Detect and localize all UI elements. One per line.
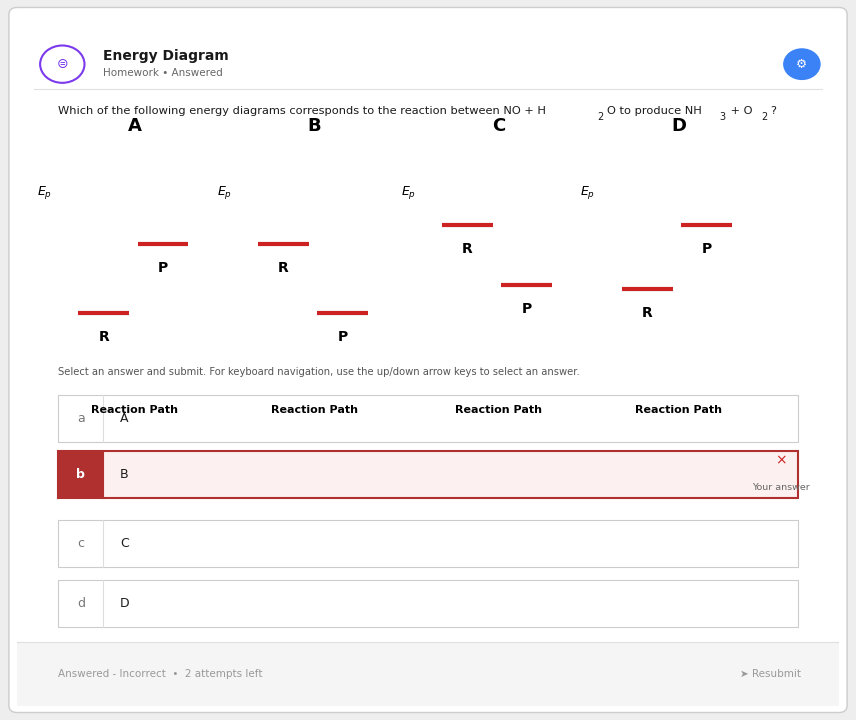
Text: C: C <box>120 536 128 549</box>
Text: a: a <box>77 413 85 426</box>
Text: $E_p$: $E_p$ <box>217 184 232 201</box>
Text: ➤ Resubmit: ➤ Resubmit <box>740 669 801 679</box>
Text: + O: + O <box>727 106 752 116</box>
Text: Reaction Path: Reaction Path <box>455 405 542 415</box>
Bar <box>17 642 839 706</box>
Text: Reaction Path: Reaction Path <box>635 405 722 415</box>
Text: P: P <box>702 242 711 256</box>
Circle shape <box>784 49 820 79</box>
Text: R: R <box>278 261 288 275</box>
FancyBboxPatch shape <box>58 520 798 567</box>
Text: Reaction Path: Reaction Path <box>92 405 178 415</box>
Text: Your answer: Your answer <box>752 483 811 492</box>
Text: R: R <box>462 242 473 256</box>
Text: b: b <box>76 467 86 480</box>
Text: 3: 3 <box>719 112 725 122</box>
Text: C: C <box>492 117 505 135</box>
Text: $E_p$: $E_p$ <box>401 184 416 201</box>
Text: $E_p$: $E_p$ <box>580 184 596 201</box>
Text: D: D <box>671 117 686 135</box>
Text: A: A <box>128 117 142 135</box>
Text: R: R <box>642 306 652 320</box>
Text: ⊜: ⊜ <box>56 57 68 71</box>
FancyBboxPatch shape <box>58 451 798 498</box>
Text: P: P <box>338 330 348 344</box>
FancyBboxPatch shape <box>58 580 798 627</box>
Text: 2: 2 <box>762 112 768 122</box>
Text: Select an answer and submit. For keyboard navigation, use the up/down arrow keys: Select an answer and submit. For keyboar… <box>58 367 580 377</box>
Text: Answered - Incorrect  •  2 attempts left: Answered - Incorrect • 2 attempts left <box>58 669 263 679</box>
FancyBboxPatch shape <box>58 395 798 442</box>
Text: Reaction Path: Reaction Path <box>271 405 358 415</box>
Text: ⚙: ⚙ <box>796 58 807 71</box>
Text: P: P <box>522 302 532 316</box>
Text: O to produce NH: O to produce NH <box>607 106 702 116</box>
Text: d: d <box>77 597 85 610</box>
Text: D: D <box>120 597 129 610</box>
Text: $E_p$: $E_p$ <box>37 184 52 201</box>
Text: ×: × <box>776 453 788 467</box>
Text: A: A <box>120 413 128 426</box>
Bar <box>58 451 104 498</box>
Text: Energy Diagram: Energy Diagram <box>104 49 229 63</box>
Text: ?: ? <box>770 106 776 116</box>
Text: R: R <box>98 330 109 344</box>
Text: B: B <box>308 117 321 135</box>
Text: Homework • Answered: Homework • Answered <box>104 68 223 78</box>
Circle shape <box>40 45 85 83</box>
FancyBboxPatch shape <box>9 7 847 713</box>
Text: B: B <box>120 467 128 480</box>
Text: c: c <box>77 536 84 549</box>
Text: P: P <box>158 261 168 275</box>
Text: 2: 2 <box>597 112 603 122</box>
Text: Which of the following energy diagrams corresponds to the reaction between NO + : Which of the following energy diagrams c… <box>58 106 546 116</box>
